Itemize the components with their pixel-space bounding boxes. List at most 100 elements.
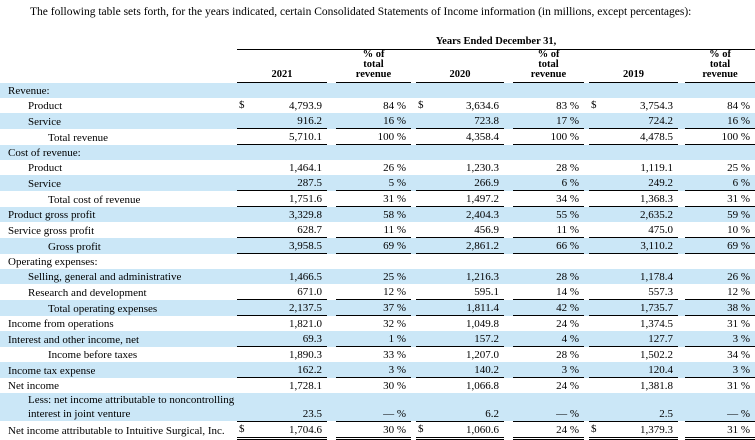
percent-cell: 31 %	[727, 380, 751, 392]
percent-cell: 32 %	[383, 318, 406, 330]
percent-cell: 30 %	[336, 421, 411, 440]
percent-cell: 16 %	[685, 113, 755, 129]
percent-cell: 6 %	[513, 175, 584, 191]
row-label: Research and development	[28, 286, 147, 299]
amount-cell: 1,502.2	[640, 349, 673, 361]
amount-cell: 2,635.2	[640, 209, 673, 221]
table-row: Service 916.2 16 % 723.8 17 % 724.2 16 %	[0, 113, 755, 129]
amount-cell: $3,634.6	[418, 99, 499, 112]
percent-cell: 4 %	[513, 331, 584, 347]
amount-cell: 287.5	[237, 175, 327, 191]
percent-cell: 31 %	[685, 421, 755, 440]
percent-cell: 26 %	[727, 271, 751, 283]
percent-cell: 17 %	[513, 113, 584, 129]
amount-cell: 2.5	[589, 393, 678, 422]
row-label: Product gross profit	[8, 209, 96, 221]
percent-cell: 84 %	[727, 100, 751, 112]
percent-cell: — %	[513, 393, 584, 422]
amount-cell: 162.2	[237, 362, 327, 378]
row-label: Cost of revenue:	[8, 147, 81, 159]
amount-cell: 1,735.7	[589, 299, 678, 316]
amount-cell: 916.2	[237, 113, 327, 129]
table-row: Less: net income attributable to noncont…	[0, 393, 755, 422]
dollar-sign: $	[591, 99, 597, 111]
table-row: Service gross profit 628.7 11 % 456.9 11 % 47…	[0, 222, 755, 238]
percent-cell: 30 %	[383, 380, 406, 392]
section-row: Operating expenses:	[0, 254, 755, 270]
row-label: Total revenue	[48, 131, 109, 144]
amount-cell: 3,329.8	[289, 209, 322, 221]
pct-of-revenue-header: % of total revenue	[685, 49, 755, 83]
percent-cell: 33 %	[383, 349, 406, 361]
amount-cell: 1,216.3	[466, 271, 499, 283]
percent-cell: 34 %	[727, 349, 751, 361]
amount-cell: 1,751.6	[237, 190, 327, 207]
amount-cell: $4,793.9	[239, 99, 322, 112]
amount-cell: 266.9	[416, 175, 504, 191]
row-label: Product	[28, 162, 63, 174]
amount-cell: 1,890.3	[289, 349, 322, 361]
row-label: Income tax expense	[8, 364, 96, 377]
amount-cell: 1,464.1	[289, 162, 322, 174]
amount-cell: 557.3	[589, 284, 678, 300]
percent-cell: 26 %	[383, 162, 406, 174]
amount-cell: 1,066.8	[466, 380, 499, 392]
percent-cell: 6 %	[685, 175, 755, 191]
percent-cell: 100 %	[685, 128, 755, 145]
table-row: Net income attributable to Intuitive Sur…	[0, 421, 755, 440]
row-label: Interest and other income, net	[8, 333, 140, 346]
amount-cell: 456.9	[416, 222, 504, 238]
table-row: Research and development 671.0 12 % 595.1 14…	[0, 284, 755, 300]
pct-of-revenue-header: % of total revenue	[513, 49, 584, 83]
table-row: Product gross profit 3,329.8 58 % 2,404.3 55…	[0, 206, 755, 222]
amount-cell: 6.2	[416, 393, 504, 422]
percent-cell: 34 %	[513, 190, 584, 207]
percent-cell: 55 %	[556, 209, 579, 221]
amount-cell: 1,381.8	[640, 380, 673, 392]
amount-cell: $1,060.6	[416, 421, 504, 440]
percent-cell: 3 %	[685, 331, 755, 347]
row-label: Net income attributable to Intuitive Sur…	[8, 425, 225, 437]
amount-cell: 3,110.2	[589, 237, 678, 254]
year-header-2019: 2019	[589, 49, 678, 83]
row-label: Less: net income attributable to noncont…	[28, 394, 235, 420]
percent-cell: 31 %	[685, 190, 755, 207]
percent-cell: 38 %	[685, 299, 755, 316]
amount-cell: $1,704.6	[237, 421, 327, 440]
amount-cell: 249.2	[589, 175, 678, 191]
amount-cell: 2,137.5	[237, 299, 327, 316]
table-row: Net income 1,728.1 30 % 1,066.8 24 % 1,381.8 3…	[0, 378, 755, 394]
amount-cell: 69.3	[237, 331, 327, 347]
row-label: Selling, general and administrative	[28, 271, 182, 283]
percent-cell: 3 %	[336, 362, 411, 378]
group-header: Years Ended December 31,	[237, 28, 755, 50]
percent-cell: 24 %	[556, 318, 579, 330]
percent-cell: 11 %	[513, 222, 584, 238]
amount-cell: 1,374.5	[640, 318, 673, 330]
row-label: Product	[28, 100, 63, 112]
row-label: Total cost of revenue	[48, 193, 141, 206]
percent-cell: 16 %	[336, 113, 411, 129]
table-row: Service 287.5 5 % 266.9 6 % 249.2 6 %	[0, 175, 755, 191]
table-row: Product $4,793.9 84 % $3,634.6 83 % $3,754.3 8…	[0, 98, 755, 113]
dollar-sign: $	[591, 422, 597, 435]
dollar-sign: $	[239, 422, 245, 435]
financial-table: Years Ended December 31, 2021 % of total r…	[0, 28, 755, 440]
table-row: Income tax expense 162.2 3 % 140.2 3 % 120.4 3…	[0, 362, 755, 378]
percent-cell: 31 %	[336, 190, 411, 207]
amount-cell: 23.5	[237, 393, 327, 422]
amount-cell: 1,368.3	[589, 190, 678, 207]
row-filler	[237, 254, 755, 270]
amount-cell: 2,404.3	[466, 209, 499, 221]
table-body: Revenue: Product $4,793.9 84 % $3,634.6 83 % $…	[0, 82, 755, 440]
intro-paragraph: The following table sets forth, for the …	[30, 6, 692, 18]
dollar-sign: $	[418, 422, 424, 435]
column-header-row: 2021 % of total revenue 2020 % of total reve…	[0, 49, 755, 83]
section-row: Revenue:	[0, 82, 755, 98]
amount-cell: $1,379.3	[589, 421, 678, 440]
amount-cell: 1,728.1	[289, 380, 322, 392]
section-row: Cost of revenue:	[0, 144, 755, 160]
percent-cell: 12 %	[685, 284, 755, 300]
percent-cell: 14 %	[513, 284, 584, 300]
percent-cell: 69 %	[685, 237, 755, 254]
